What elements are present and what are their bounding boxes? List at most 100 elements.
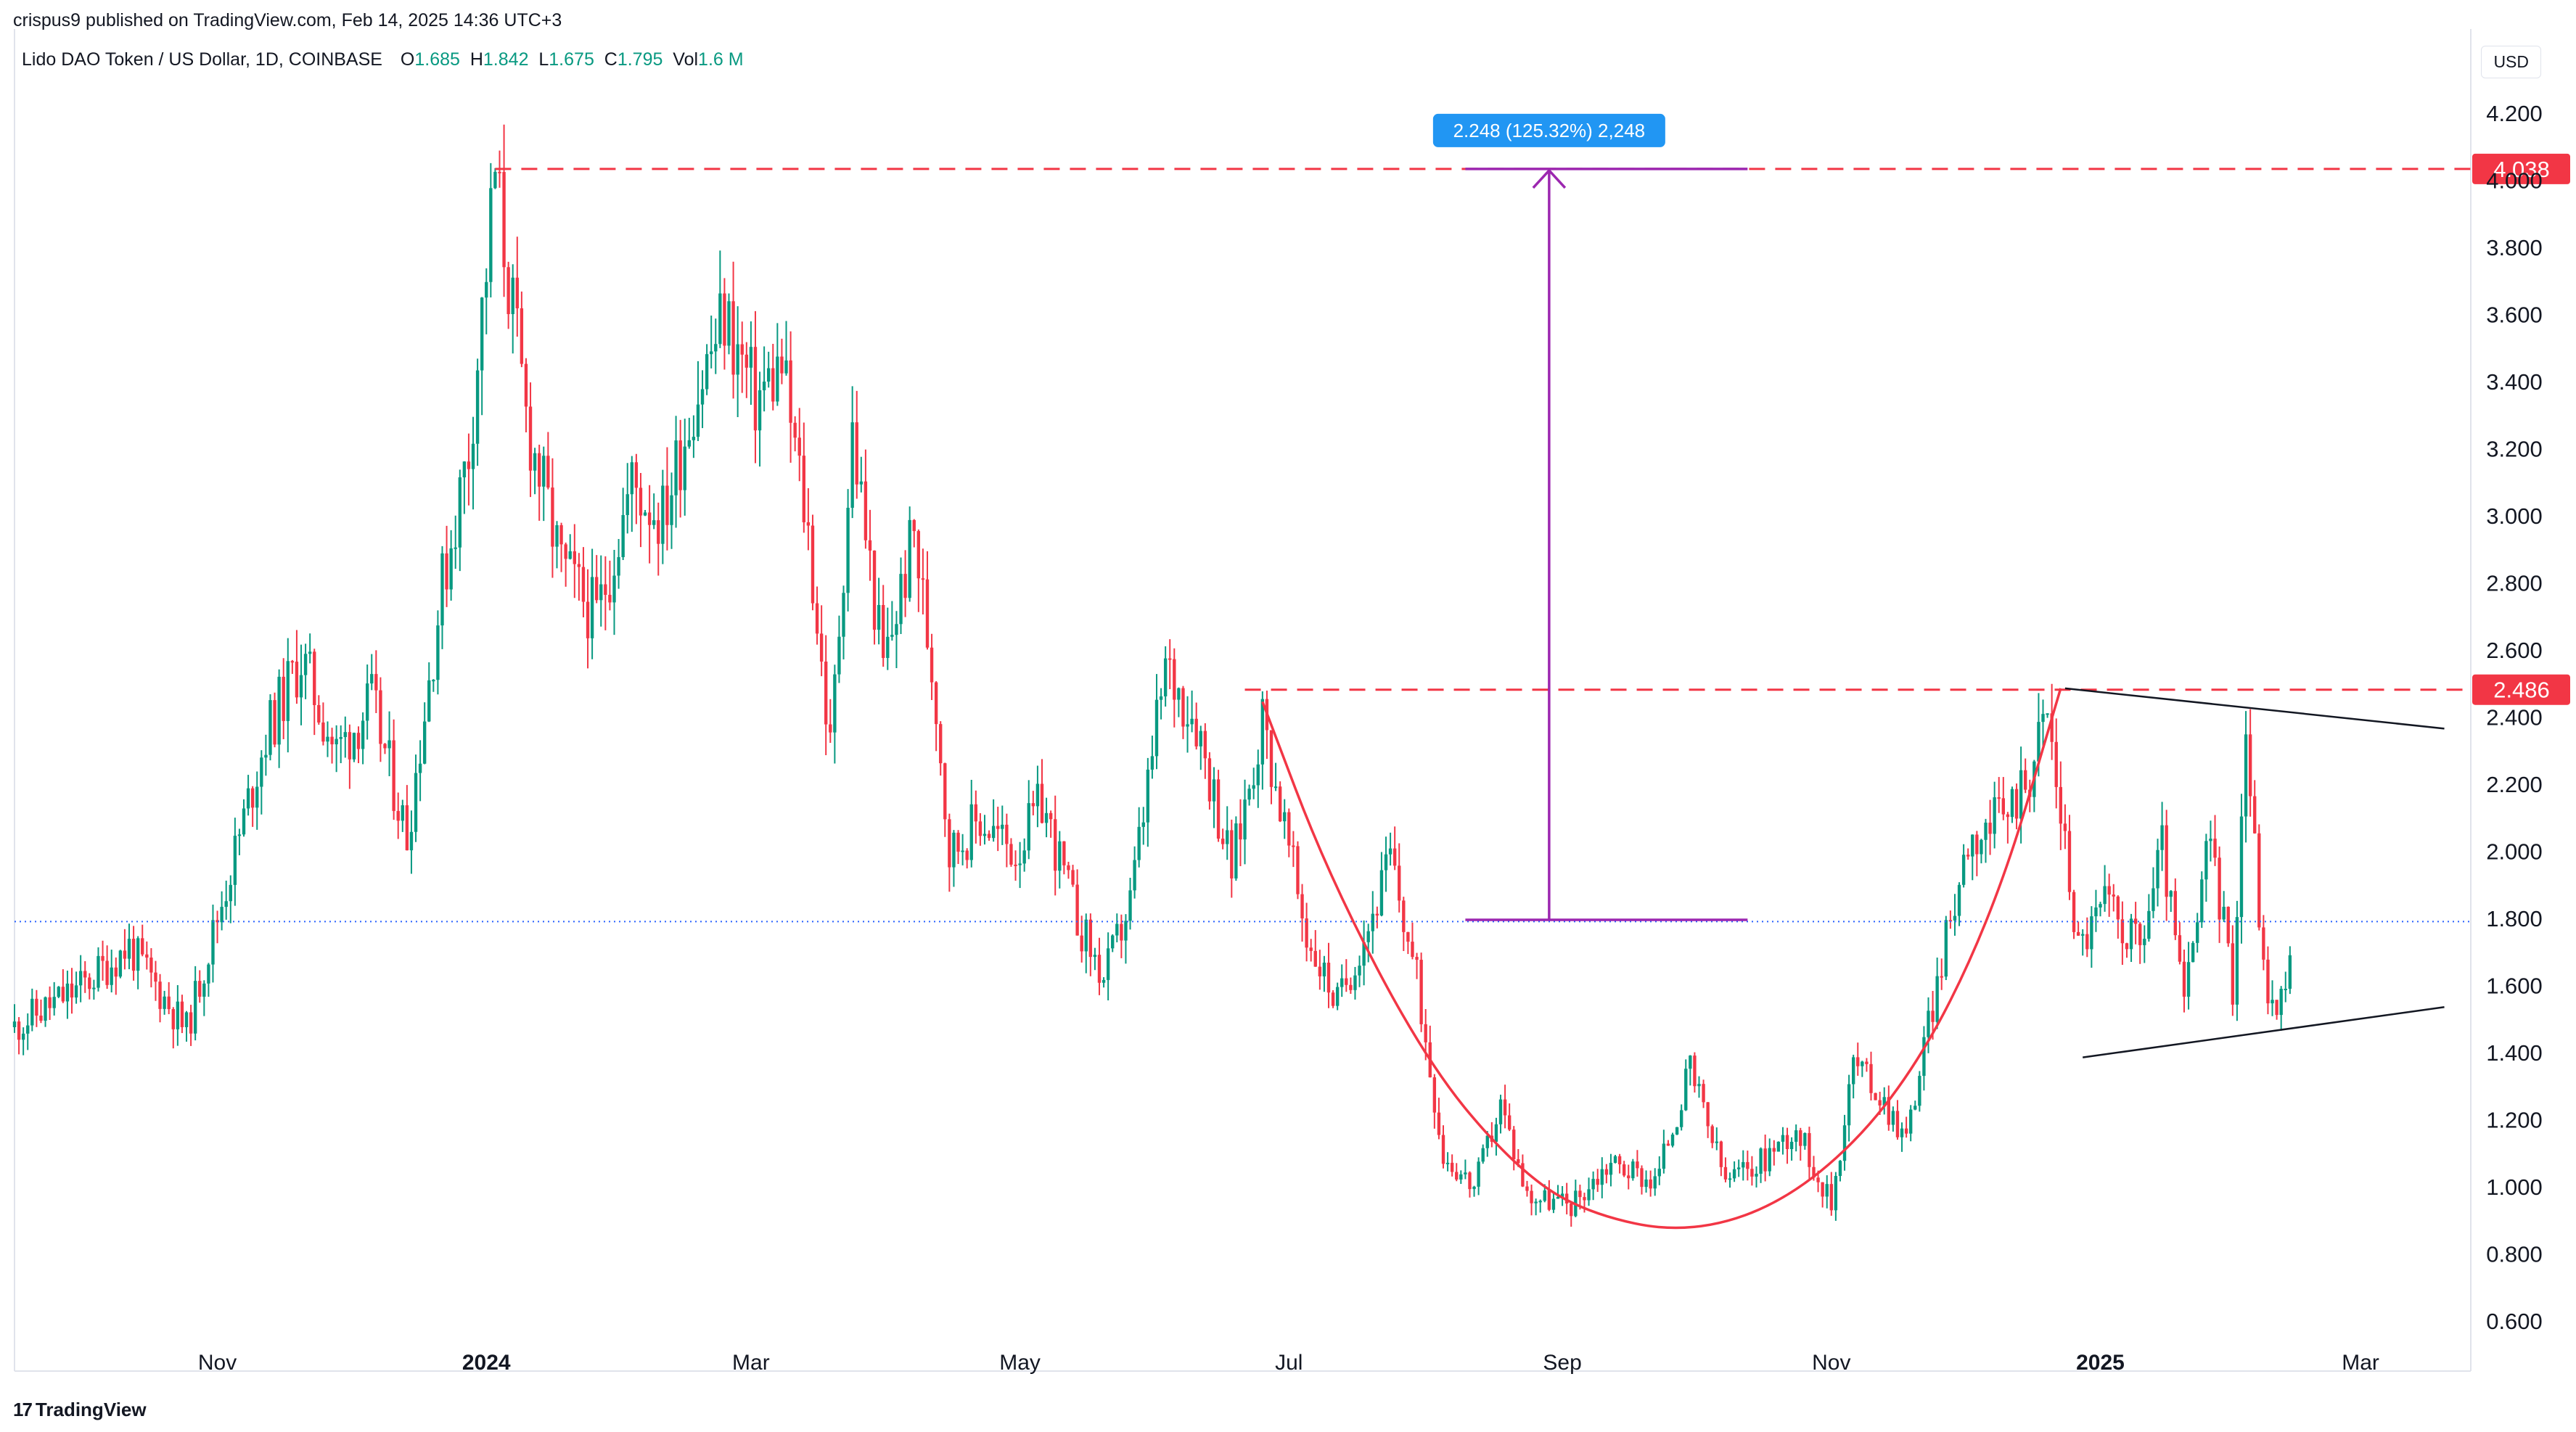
candle-body bbox=[2244, 734, 2248, 817]
candle-body bbox=[1948, 920, 1953, 922]
candle-body bbox=[1829, 1184, 1833, 1211]
candle-body bbox=[317, 704, 321, 723]
candle-body bbox=[1670, 1134, 1675, 1146]
candle-body bbox=[617, 557, 620, 576]
candle-body bbox=[1300, 894, 1304, 919]
candle-body bbox=[330, 736, 334, 745]
candle-body bbox=[2262, 927, 2265, 960]
x-tick-label: May bbox=[999, 1351, 1041, 1375]
low-label: L bbox=[538, 49, 549, 70]
candle-body bbox=[1742, 1161, 1745, 1168]
candle-body bbox=[846, 507, 850, 593]
candle-body bbox=[1997, 797, 2001, 799]
y-tick-label: 2.800 bbox=[2486, 571, 2543, 596]
price-line-tag-label: 2.486 bbox=[2493, 678, 2550, 703]
time-axis: Nov 2024 Mar May Jul Sep Nov 2025 Mar bbox=[198, 1351, 2379, 1375]
candle-body bbox=[1067, 865, 1070, 871]
brand-name: TradingView bbox=[35, 1399, 147, 1420]
candle-body bbox=[1216, 779, 1221, 839]
candle-body bbox=[1861, 1061, 1864, 1066]
candle-body bbox=[370, 674, 374, 684]
candle-body bbox=[1918, 1076, 1921, 1106]
candle-body bbox=[1194, 718, 1198, 746]
candle-body bbox=[184, 1012, 189, 1027]
candle-body bbox=[224, 901, 228, 908]
candle-body bbox=[2037, 722, 2040, 762]
candle-body bbox=[1538, 1201, 1542, 1203]
candle-body bbox=[2200, 879, 2204, 923]
candle-body bbox=[502, 172, 506, 268]
candle-body bbox=[35, 998, 38, 1016]
candle-body bbox=[590, 577, 594, 638]
candle-body bbox=[996, 826, 1000, 829]
currency-button[interactable]: USD bbox=[2481, 46, 2541, 78]
candle-body bbox=[422, 721, 427, 764]
candle-body bbox=[2103, 886, 2107, 905]
candle-body bbox=[1697, 1084, 1701, 1087]
candle-body bbox=[1358, 966, 1361, 976]
candle-body bbox=[1789, 1141, 1794, 1149]
candle-body bbox=[1895, 1111, 1900, 1137]
candle-body bbox=[74, 985, 78, 998]
candle-body bbox=[2006, 814, 2010, 818]
candle-body bbox=[797, 437, 801, 456]
candle-body bbox=[2284, 988, 2287, 990]
candle-body bbox=[1379, 870, 1384, 915]
candle-body bbox=[1570, 1203, 1573, 1217]
volume-value: 1.6 M bbox=[698, 49, 744, 70]
x-tick-label: 2024 bbox=[462, 1351, 511, 1375]
candle-body bbox=[965, 850, 969, 860]
candle-body bbox=[2076, 931, 2080, 936]
candle-body bbox=[1273, 786, 1278, 789]
candle-body bbox=[2222, 906, 2226, 920]
candle-body bbox=[674, 440, 678, 495]
candle-body bbox=[1199, 731, 1202, 746]
candle-body bbox=[374, 674, 378, 691]
candle-body bbox=[1874, 1092, 1877, 1100]
candle-body bbox=[753, 347, 758, 431]
high-label: H bbox=[469, 49, 483, 70]
candle-body bbox=[1349, 984, 1353, 990]
candle-body bbox=[2138, 923, 2142, 945]
candle-body bbox=[1617, 1156, 1622, 1165]
candle-body bbox=[1794, 1130, 1798, 1142]
candle-body bbox=[961, 850, 964, 852]
candle-body bbox=[1207, 758, 1212, 802]
annotations: 4.038 2.486 2.248 (125.32%) 2,248 bbox=[15, 113, 2570, 1230]
candle-body bbox=[1772, 1148, 1776, 1152]
candle-body bbox=[1869, 1063, 1873, 1093]
candle-body bbox=[1137, 826, 1141, 860]
candle-body bbox=[661, 485, 665, 544]
candle-body bbox=[819, 633, 824, 662]
candle-body bbox=[921, 578, 925, 580]
candle-body bbox=[855, 422, 858, 485]
candle-body bbox=[2204, 841, 2208, 880]
candle-body bbox=[1018, 863, 1022, 865]
candle-body bbox=[1326, 963, 1331, 993]
candle-body bbox=[1384, 854, 1388, 871]
candle-body bbox=[890, 635, 894, 637]
candle-body bbox=[2046, 713, 2049, 715]
candle-body bbox=[696, 404, 700, 437]
candle-body bbox=[2019, 770, 2023, 819]
candle-body bbox=[1856, 1057, 1860, 1066]
candle-body bbox=[1953, 915, 1957, 921]
candle-body bbox=[2271, 1000, 2274, 1004]
candle-body bbox=[1075, 884, 1079, 936]
candle-body bbox=[1124, 921, 1128, 941]
candle-body bbox=[299, 675, 303, 698]
candle-body bbox=[1498, 1099, 1503, 1124]
candle-body bbox=[489, 188, 493, 282]
candle-body bbox=[1093, 955, 1097, 958]
candle-body bbox=[2001, 798, 2006, 815]
candle-body bbox=[2248, 734, 2252, 797]
candle-body bbox=[767, 368, 771, 382]
candle-body bbox=[1763, 1148, 1767, 1172]
candle-body bbox=[1904, 1128, 1908, 1134]
candle-body bbox=[326, 736, 329, 742]
candle-body bbox=[1186, 724, 1189, 727]
candle-body bbox=[2191, 942, 2195, 963]
candle-body bbox=[604, 584, 607, 595]
candle-body bbox=[1679, 1110, 1683, 1127]
